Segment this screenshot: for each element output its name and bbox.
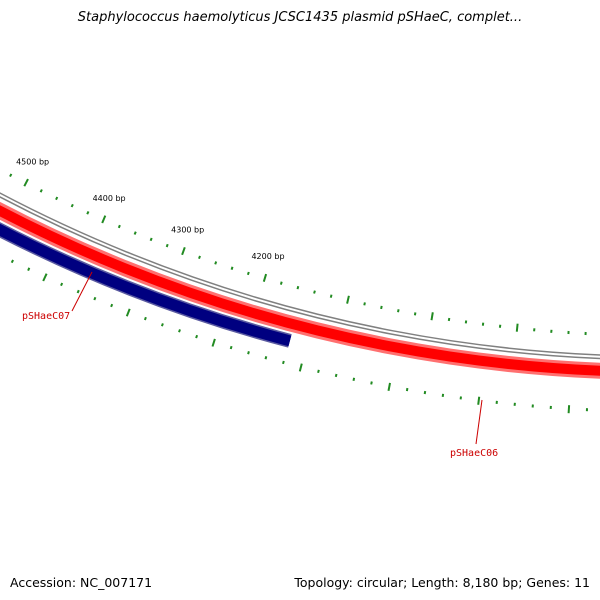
outer-minor-tick [296,285,300,290]
outer-minor-tick [117,224,121,229]
outer-minor-tick [313,290,316,294]
scale-label: 4400 bp [93,194,126,203]
summary-text: Topology: circular; Length: 8,180 bp; Ge… [294,575,590,590]
outer-major-tick [346,295,350,304]
outer-minor-tick [214,261,218,265]
gene-label-line-pSHaeC07 [71,271,93,312]
scale-label: 4500 bp [16,158,49,167]
inner-minor-tick [76,289,80,294]
inner-major-tick [42,273,48,282]
inner-major-tick [298,363,303,372]
outer-minor-tick [380,305,383,310]
forward-strand-arc [0,205,600,376]
inner-minor-tick [160,323,164,327]
inner-minor-tick [352,377,356,381]
outer-minor-tick [246,271,250,276]
outer-minor-tick [39,189,43,193]
inner-minor-tick [247,351,250,355]
inner-minor-tick [10,259,14,264]
outer-major-tick [181,246,186,256]
outer-minor-tick [70,203,74,208]
backbone-white-gap [0,0,600,358]
outer-minor-tick [133,231,137,235]
inner-minor-tick [370,381,373,385]
inner-minor-tick [60,282,64,287]
inner-tick-ring [10,259,588,414]
outer-major-tick [515,323,519,332]
inner-minor-tick [110,303,114,308]
inner-minor-tick [423,390,427,395]
scale-label: 4300 bp [171,225,204,234]
inner-minor-tick [178,329,181,333]
outer-minor-tick [397,309,400,313]
inner-minor-tick [334,373,338,378]
inner-major-tick [477,396,481,405]
outer-major-tick [101,215,107,224]
inner-minor-tick [229,345,233,350]
forward-strand-light-arc [0,201,600,379]
outer-minor-tick [279,281,283,285]
outer-major-tick [262,273,268,282]
inner-minor-tick [195,334,199,339]
inner-major-tick [211,338,216,347]
inner-major-tick [125,308,131,317]
map-title: Staphylococcus haemolyticus JCSC1435 pla… [77,10,523,25]
inner-minor-tick [282,360,285,365]
outer-minor-tick [198,255,201,260]
outer-minor-tick [447,317,451,322]
scale-label: 4200 bp [251,252,284,261]
outer-minor-tick [9,173,13,178]
backbone-gray-arc [0,192,600,360]
outer-minor-tick [230,266,234,270]
inner-minor-tick [27,267,31,271]
outer-minor-tick [86,210,90,215]
inner-minor-tick [264,356,268,360]
inner-minor-tick [143,316,147,321]
outer-minor-tick [149,237,153,242]
outer-minor-tick [165,243,169,248]
inner-major-tick [567,405,571,414]
inner-minor-tick [93,296,97,301]
inner-minor-tick [405,387,409,392]
outer-minor-tick [363,302,366,306]
outer-tick-ring [9,173,587,336]
gene-pSHaeC07-body[interactable] [0,0,292,347]
gene-label-pSHaeC07[interactable]: pSHaeC07 [22,311,70,322]
outer-major-tick [430,312,434,321]
accession-text: Accession: NC_007171 [10,575,153,590]
gene-label-line-pSHaeC06 [475,399,483,445]
inner-major-tick [387,382,391,391]
outer-minor-tick [55,196,59,201]
inner-minor-tick [317,369,320,374]
outer-minor-tick [413,312,417,316]
gene-label-pSHaeC06[interactable]: pSHaeC06 [450,448,498,459]
outer-minor-tick [329,294,333,298]
outer-major-tick [23,178,29,187]
